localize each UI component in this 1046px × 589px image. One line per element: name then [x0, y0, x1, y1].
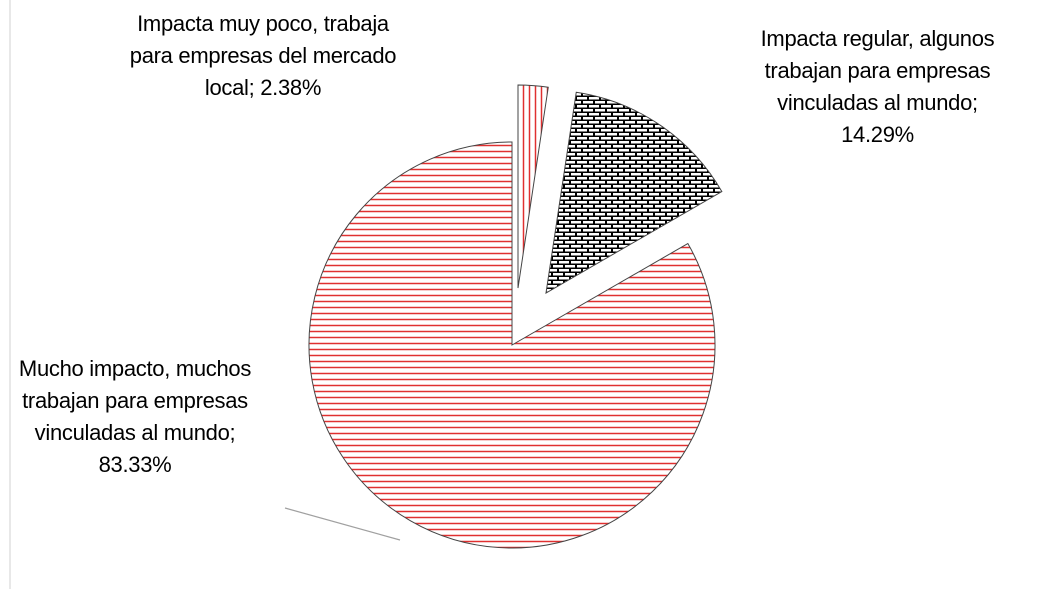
data-label: Mucho impacto, muchos trabajan para empr…	[18, 356, 252, 477]
data-label: Impacta regular, algunos trabajan para e…	[760, 26, 995, 147]
pie-slice	[308, 141, 716, 549]
data-label: Impacta muy poco, trabaja para empresas …	[129, 11, 397, 100]
pie-slice	[545, 91, 723, 294]
leader-line	[284, 507, 401, 541]
pie-slice	[517, 84, 549, 289]
